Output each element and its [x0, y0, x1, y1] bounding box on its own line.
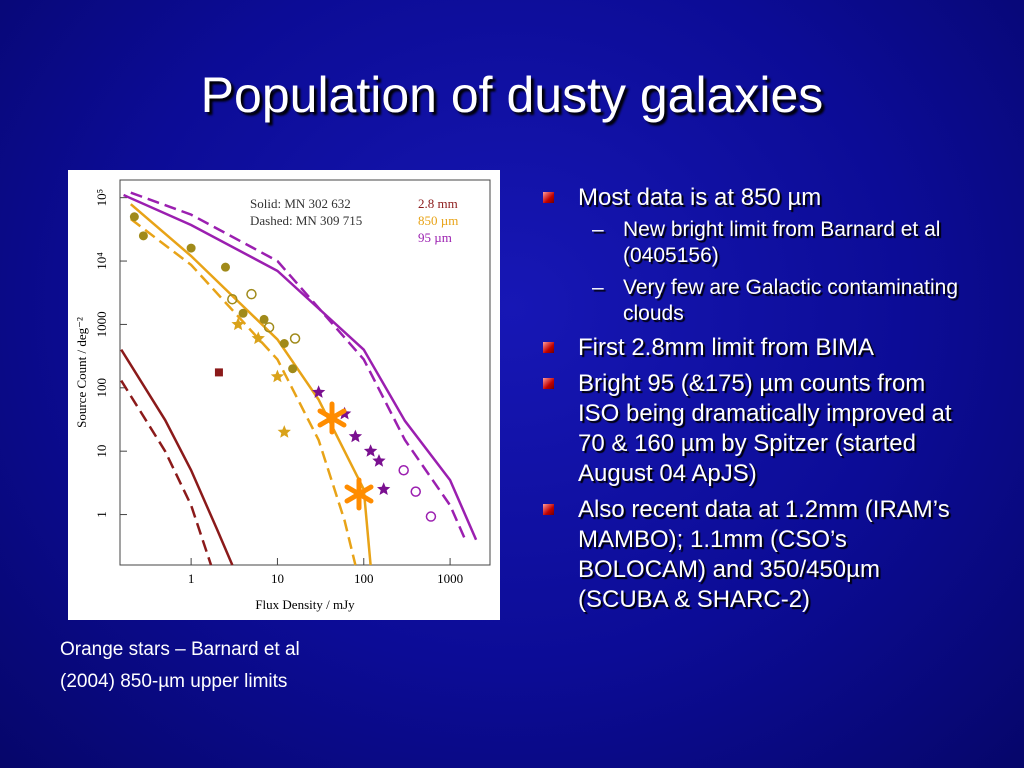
data-point [251, 331, 265, 345]
data-point [277, 425, 291, 438]
data-point [398, 465, 409, 476]
plot-frame [119, 179, 491, 566]
bullet: First 2.8mm limit from BIMA [540, 333, 970, 363]
data-point [263, 322, 275, 333]
data-point [348, 429, 363, 443]
x-tick-label: 100 [354, 571, 374, 586]
bullet: Most data is at 850 µm New bright limit f… [540, 183, 970, 327]
data-point [231, 317, 245, 331]
legend-entry: 95 µm [418, 230, 452, 245]
data-point [279, 339, 289, 349]
curve [130, 218, 357, 566]
y-tick-label: 10⁴ [94, 252, 109, 270]
bullet-text: New bright limit from Barnard et al (040… [623, 218, 941, 267]
data-point [227, 293, 238, 305]
x-tick-label: 10 [271, 571, 284, 586]
data-point [363, 444, 378, 457]
data-point [246, 288, 257, 300]
data-point [138, 231, 148, 241]
legend-text: Dashed: MN 309 715 [250, 213, 362, 228]
legend-entry: 2.8 mm [418, 196, 458, 211]
bullet-text: Most data is at 850 µm [578, 184, 822, 211]
data-point [289, 333, 301, 344]
y-tick-label: 10⁵ [94, 189, 109, 207]
data-point [214, 368, 223, 377]
data-point [238, 308, 248, 318]
x-tick-label: 1 [188, 571, 195, 586]
data-point [186, 243, 196, 253]
curve [120, 379, 213, 566]
sub-bullet: New bright limit from Barnard et al (040… [578, 217, 970, 269]
legend-text: Solid: MN 302 632 [250, 196, 351, 211]
y-tick-label: 1 [94, 511, 109, 518]
data-point [410, 486, 421, 497]
sub-bullet: Very few are Galactic contaminating clou… [578, 275, 970, 327]
bullet: Also recent data at 1.2mm (IRAM’s MAMBO)… [540, 495, 970, 615]
chart: 1 10 100 1000 1 10 100 1000 10⁴ 10⁵ Flux Density /… [68, 170, 500, 620]
data-point [338, 406, 352, 420]
curve [129, 203, 372, 566]
data-point [270, 369, 285, 383]
x-axis-label: Flux Density / mJy [255, 597, 355, 612]
data-point [372, 454, 386, 467]
curve [123, 193, 478, 541]
x-tick-label: 1000 [437, 571, 463, 586]
curve [120, 348, 234, 566]
bullet-text: Very few are Galactic contaminating clou… [623, 276, 958, 325]
bullet-text: First 2.8mm limit from BIMA [578, 334, 875, 361]
y-tick-label: 10 [94, 445, 109, 458]
data-point [259, 314, 269, 324]
bullet-text: Also recent data at 1.2mm (IRAM’s MAMBO)… [578, 496, 950, 613]
legend-entry: 850 µm [418, 213, 458, 228]
data-point [425, 511, 437, 522]
bullet-text: Bright 95 (&175) µm counts from ISO bein… [578, 370, 952, 487]
caption: Orange stars – Barnard et al (2004) 850-… [60, 639, 300, 692]
bullet-list: Most data is at 850 µm New bright limit f… [540, 183, 970, 621]
y-axis-label: Source Count / deg⁻² [74, 317, 89, 428]
bullet: Bright 95 (&175) µm counts from ISO bein… [540, 369, 970, 489]
y-tick-label: 100 [94, 378, 109, 398]
sub-list: New bright limit from Barnard et al (040… [578, 217, 970, 327]
data-point [129, 212, 139, 222]
data-point [312, 385, 326, 398]
curve [130, 191, 467, 541]
y-tick-label: 1000 [94, 311, 109, 337]
data-point [220, 262, 230, 272]
slide-title: Population of dusty galaxies [200, 67, 824, 123]
data-point [377, 482, 391, 495]
data-point [288, 364, 298, 374]
